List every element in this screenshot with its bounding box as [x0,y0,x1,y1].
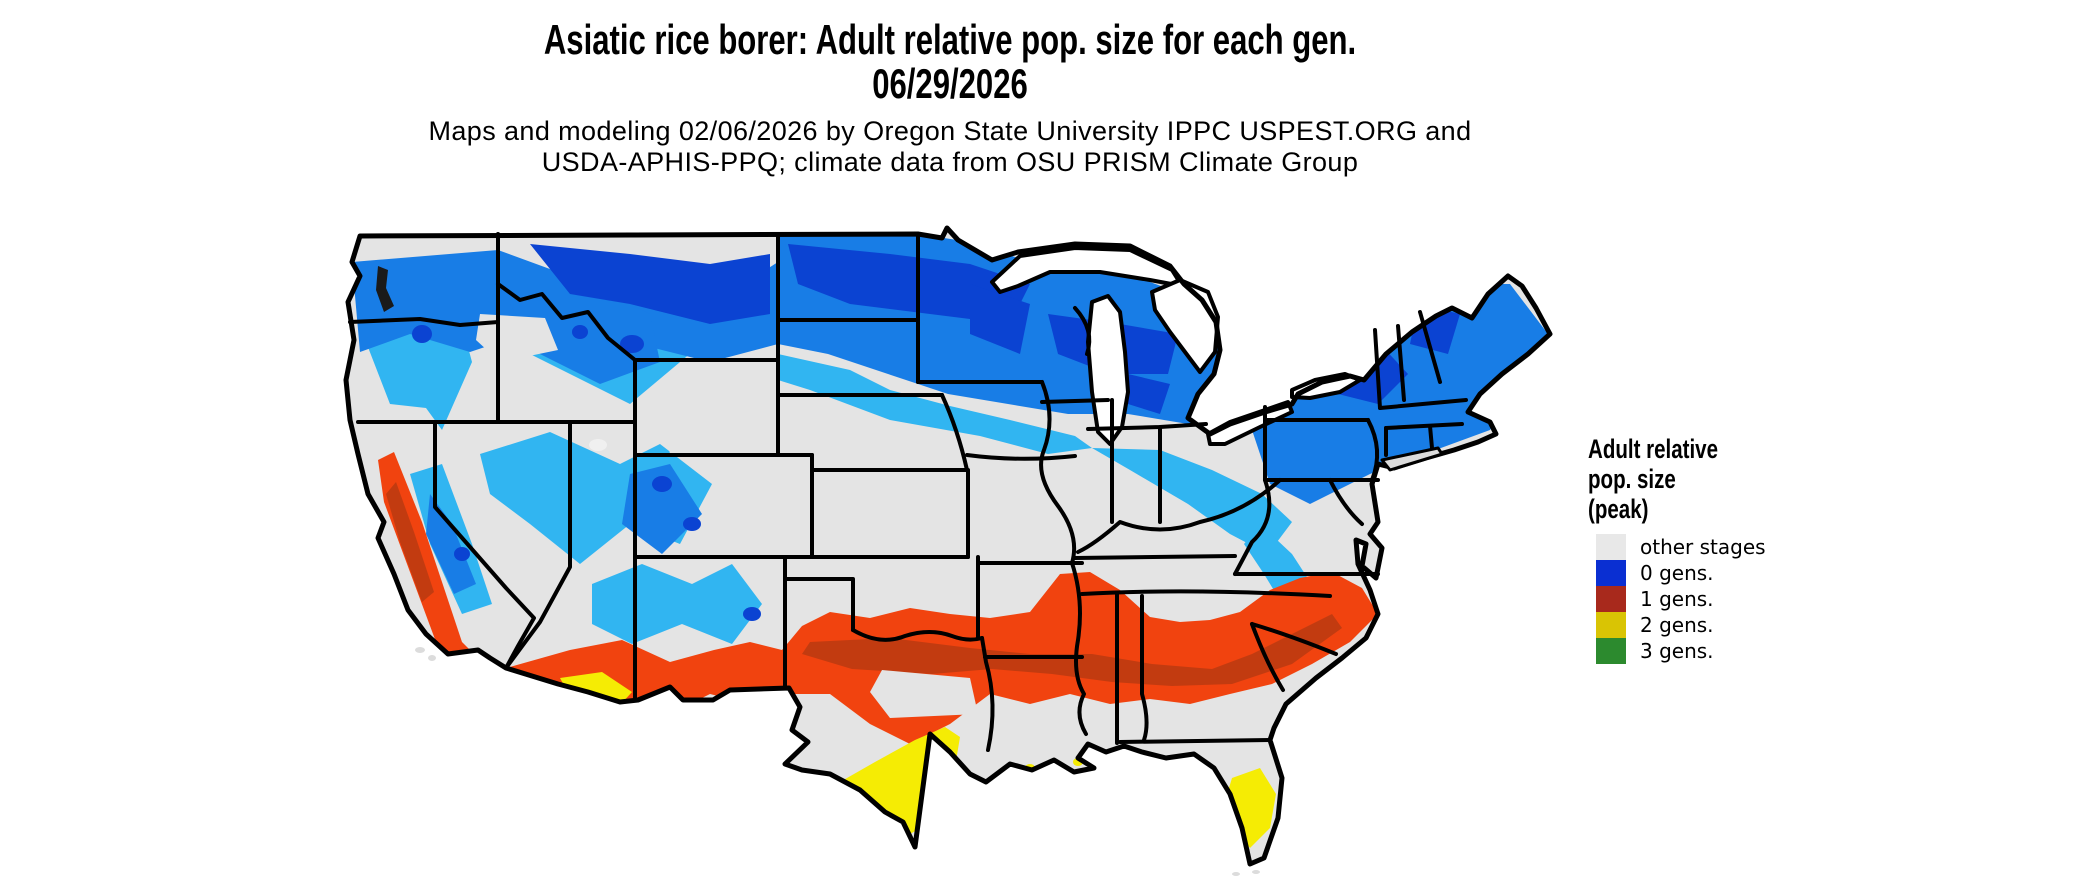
legend-item-1-gens: 1 gens. [1596,586,1766,612]
legend-swatch-3-gens [1596,638,1626,664]
legend-swatch-other-stages [1596,534,1626,560]
map-fill-layers [346,228,1550,874]
legend-label-other-stages: other stages [1640,535,1766,559]
page-title: Asiatic rice borer: Adult relative pop. … [330,18,1570,106]
small-islands [415,647,1260,876]
subtitle-line-1: Maps and modeling 02/06/2026 by Oregon S… [428,116,1472,146]
legend-item-other-stages: other stages [1596,534,1766,560]
legend-items: other stages 0 gens. 1 gens. 2 gens. 3 g… [1596,534,1766,664]
zone-0gens-dark [412,244,1460,621]
legend-label-3-gens: 3 gens. [1640,639,1714,663]
legend-title-line-3: (peak) [1588,494,1649,524]
legend-item-3-gens: 3 gens. [1596,638,1766,664]
map-legend: Adult relative pop. size (peak) other st… [1588,434,1888,664]
title-line-2: 06/29/2026 [872,60,1028,107]
legend-swatch-1-gens [1596,586,1626,612]
puget-sound [376,266,394,312]
subtitle-line-2: USDA-APHIS-PPQ; climate data from OSU PR… [541,147,1359,177]
legend-label-1-gens: 1 gens. [1640,587,1714,611]
legend-label-2-gens: 2 gens. [1640,613,1714,637]
legend-title-line-1: Adult relative [1588,434,1718,464]
us-map-container [330,222,1570,882]
islands [1380,446,1444,472]
legend-label-0-gens: 0 gens. [1640,561,1714,585]
long-island [1380,446,1444,472]
legend-item-2-gens: 2 gens. [1596,612,1766,638]
conus-outline [343,225,1553,867]
florida-keys [1232,872,1240,876]
zone-3gens-trace [1243,870,1249,874]
state-borders [348,232,1468,752]
legend-title-line-2: pop. size [1588,464,1676,494]
legend-item-0-gens: 0 gens. [1596,560,1766,586]
lake-superior [990,246,1184,294]
legend-swatch-0-gens [1596,560,1626,586]
title-line-1: Asiatic rice borer: Adult relative pop. … [543,16,1357,63]
attribution-subtitle: Maps and modeling 02/06/2026 by Oregon S… [330,116,1570,178]
legend-swatch-2-gens [1596,612,1626,638]
us-choropleth-map [343,225,1553,876]
great-salt-lake [589,439,607,451]
zone-1gen-dark-core [386,482,1342,686]
